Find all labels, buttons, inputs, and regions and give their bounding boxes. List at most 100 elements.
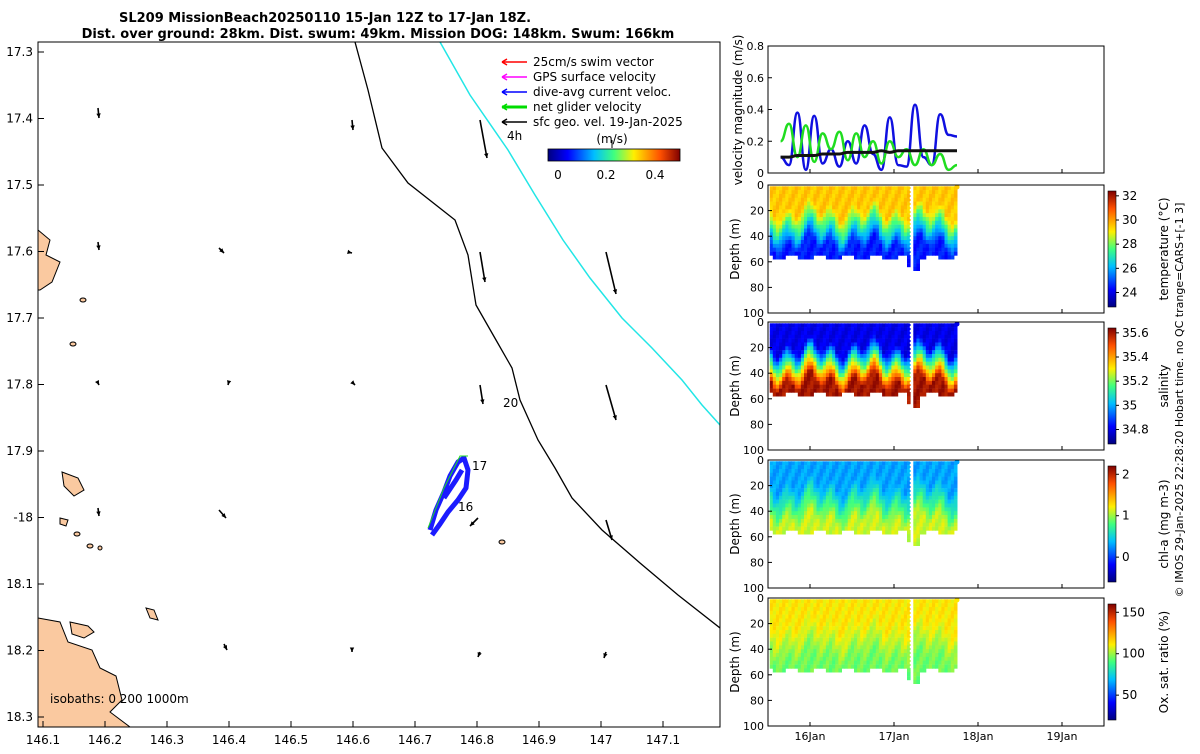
heatmap-cell [919, 392, 924, 397]
heatmap-cell [894, 492, 899, 497]
heatmap-cell [822, 369, 827, 374]
heatmap-cell [860, 599, 864, 604]
heatmap-cell [928, 220, 933, 225]
legend-label: net glider velocity [533, 100, 641, 114]
heatmap-cell [857, 645, 861, 650]
heatmap-cell [953, 361, 958, 366]
heatmap-cell [950, 660, 955, 665]
heatmap-cell [916, 610, 920, 615]
heatmap-cell [863, 469, 867, 474]
heatmap-cell [916, 653, 920, 658]
heatmap-cell [788, 346, 792, 351]
heatmap-cell [785, 377, 789, 382]
heatmap-cell [938, 656, 942, 661]
heatmap-cell [797, 511, 802, 516]
heatmap-cell [888, 384, 892, 389]
heatmap-cell [894, 660, 899, 665]
heatmap-cell [900, 186, 905, 191]
heatmap-cell [841, 247, 846, 252]
heatmap-cell [875, 633, 880, 638]
heatmap-cell [779, 350, 783, 355]
heatmap-cell [857, 465, 861, 470]
heatmap-cell [804, 476, 808, 481]
heatmap-cell [775, 240, 780, 245]
heatmap-cell [944, 522, 949, 527]
heatmap-cell [935, 251, 939, 256]
heatmap-cell [829, 503, 833, 508]
heatmap-cell [903, 346, 908, 351]
heatmap-cell [932, 190, 936, 195]
heatmap-cell [878, 350, 883, 355]
heatmap-cell [807, 232, 811, 237]
heatmap-cell [819, 476, 824, 481]
heatmap-cell [813, 649, 817, 654]
heatmap-cell [928, 637, 933, 642]
heatmap-cell [835, 247, 839, 252]
heatmap-cell [857, 630, 861, 635]
heatmap-cell [785, 205, 789, 210]
heatmap-cell [916, 541, 920, 546]
heatmap-cell [810, 503, 814, 508]
heatmap-cell [944, 373, 949, 378]
heatmap-cell [785, 626, 789, 631]
heatmap-cell [785, 476, 789, 481]
heatmap-cell [947, 630, 952, 635]
heatmap-cell [816, 217, 821, 222]
heatmap-cell [935, 503, 939, 508]
heatmap-cell [900, 649, 905, 654]
heatmap-cell [919, 472, 924, 477]
heatmap-cell [819, 633, 824, 638]
heatmap-cell [779, 373, 783, 378]
heatmap-cell [850, 331, 855, 336]
heatmap-cell [857, 197, 861, 202]
heatmap-cell [782, 369, 786, 374]
heatmap-cell [900, 251, 905, 256]
heatmap-cell [841, 213, 846, 218]
heatmap-cell [916, 323, 920, 328]
heatmap-cell [903, 526, 908, 531]
heatmap-cell [878, 480, 883, 485]
heatmap-cell [810, 342, 814, 347]
heatmap-cell [775, 637, 780, 642]
heatmap-cell [869, 653, 874, 658]
heatmap-cell [772, 392, 777, 397]
heatmap-cell [794, 641, 799, 646]
island [97, 545, 103, 551]
heatmap-cell [769, 476, 774, 481]
legend-arrowhead [501, 58, 508, 66]
heatmap-cell [804, 614, 808, 619]
heatmap-cell [875, 664, 880, 669]
heatmap-cell [907, 392, 911, 397]
heatmap-cell [866, 472, 871, 477]
heatmap-cell [953, 476, 958, 481]
heatmap-cell [807, 217, 811, 222]
heatmap-cell [866, 488, 871, 493]
heatmap-cell [941, 388, 945, 393]
heatmap-cell [819, 365, 824, 370]
heatmap-cell [919, 194, 924, 199]
heatmap-cell [810, 507, 814, 512]
heatmap-cell [800, 653, 805, 658]
heatmap-cell [769, 488, 774, 493]
heatmap-cell [850, 518, 855, 523]
heatmap-cell [813, 197, 817, 202]
heatmap-cell [885, 633, 889, 638]
heatmap-cell [847, 637, 852, 642]
heatmap-cell [897, 653, 902, 658]
heatmap-cell [941, 220, 945, 225]
heatmap-cell [779, 488, 783, 493]
heatmap-cell [857, 232, 861, 237]
heatmap-cell [800, 350, 805, 355]
heatmap-cell [819, 224, 824, 229]
heatmap-cell [938, 660, 942, 665]
heatmap-cell [772, 656, 777, 661]
heatmap-cell [797, 668, 802, 673]
heatmap-cell [782, 668, 786, 673]
heatmap-cell [932, 251, 936, 256]
heatmap-cell [772, 465, 777, 470]
heatmap-cell [850, 224, 855, 229]
heatmap-cell [819, 201, 824, 206]
heatmap-cell [819, 664, 824, 669]
heatmap-cell [913, 541, 917, 546]
heatmap-cell [900, 243, 905, 248]
